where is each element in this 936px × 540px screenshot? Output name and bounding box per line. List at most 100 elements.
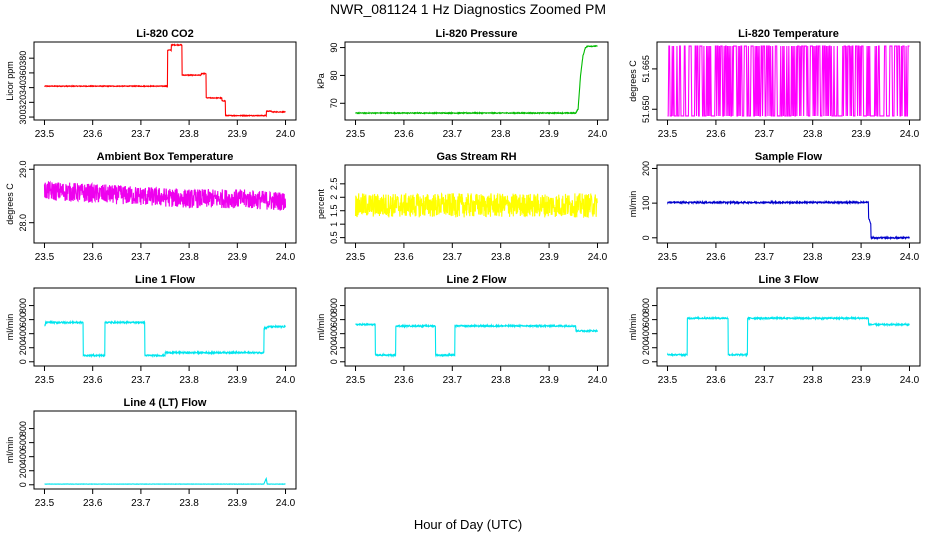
y-axis-title: ml/min [628, 314, 638, 341]
x-tick-label: 23.6 [83, 498, 103, 509]
panel-1: Li-820 CO2 23.5 23.6 23.7 23.8 23.9 24.0 300320… [5, 28, 297, 140]
x-tick-label: 23.5 [35, 498, 55, 509]
y-tick-label: 100 [641, 196, 651, 211]
plot-frame [656, 41, 921, 121]
x-tick-label: 23.8 [491, 129, 511, 140]
y-tick-label: 380 [18, 51, 28, 66]
y-tick-label: 29.0 [18, 161, 28, 179]
panel-title: Line 4 (LT) Flow [124, 397, 207, 409]
y-tick-label: 200 [641, 161, 651, 176]
panel-4: Ambient Box Temperature 23.5 23.6 23.7 23.8 2… [5, 151, 297, 263]
x-tick-label: 23.8 [179, 375, 199, 386]
y-tick-label: 300 [18, 110, 28, 125]
series-line [44, 43, 286, 118]
x-tick-label: 23.6 [83, 129, 103, 140]
y-tick-label: 0 [641, 359, 651, 364]
x-tick-label: 23.9 [851, 129, 871, 140]
plot-frame [344, 287, 609, 367]
x-tick-label: 23.9 [851, 375, 871, 386]
panel-title: Sample Flow [755, 151, 823, 163]
x-tick-label: 24.0 [900, 375, 920, 386]
panel-8: Line 2 Flow 23.5 23.6 23.7 23.8 23.9 24.0 0 2004… [316, 274, 609, 386]
x-tick-label: 23.6 [706, 129, 726, 140]
x-tick-label: 23.7 [755, 129, 775, 140]
y-tick-label: 600 [18, 435, 28, 450]
x-tick-label: 23.9 [228, 252, 248, 263]
panel-title: Ambient Box Temperature [97, 151, 234, 163]
x-tick-label: 23.8 [803, 129, 823, 140]
x-tick-label: 23.5 [346, 252, 366, 263]
y-tick-label: 400 [18, 326, 28, 341]
y-tick-label: 1 [329, 222, 339, 227]
x-tick-label: 23.8 [179, 129, 199, 140]
y-tick-label: 0 [329, 359, 339, 364]
y-axis-title: ml/min [5, 314, 15, 341]
y-tick-label: 800 [329, 298, 339, 313]
y-tick-label: 90 [329, 43, 339, 53]
y-tick-label: 600 [18, 312, 28, 327]
x-tick-label: 23.9 [228, 375, 248, 386]
x-tick-label: 23.8 [179, 498, 199, 509]
x-tick-label: 23.7 [755, 375, 775, 386]
x-tick-label: 23.6 [394, 129, 414, 140]
x-tick-label: 23.7 [443, 129, 463, 140]
y-axis-title: kPa [316, 73, 326, 89]
x-tick-label: 23.9 [851, 252, 871, 263]
x-tick-label: 24.0 [588, 252, 608, 263]
y-tick-label: 400 [329, 326, 339, 341]
x-tick-label: 23.8 [491, 375, 511, 386]
series-line [667, 199, 910, 241]
x-tick-label: 24.0 [276, 375, 296, 386]
y-tick-label: 1.5 [329, 204, 339, 217]
plot-frame [33, 41, 297, 121]
panel-title: Line 3 Flow [759, 274, 819, 286]
panel-10: Line 4 (LT) Flow 23.5 23.6 23.7 23.8 23.9 24.0… [5, 397, 297, 509]
panel-6: Sample Flow 23.5 23.6 23.7 23.8 23.9 24.0 0 100 2… [628, 151, 921, 263]
x-axis-label: Hour of Day (UTC) [413, 517, 523, 532]
plot-frame [656, 287, 921, 367]
series-line [355, 44, 598, 116]
y-tick-label: 400 [18, 449, 28, 464]
x-tick-label: 24.0 [276, 129, 296, 140]
x-tick-label: 23.7 [443, 252, 463, 263]
y-axis-title: ml/min [5, 437, 15, 464]
x-tick-label: 23.8 [179, 252, 199, 263]
y-tick-label: 340 [18, 80, 28, 95]
panel-title: Li-820 Temperature [738, 28, 839, 40]
x-tick-label: 23.6 [706, 375, 726, 386]
y-tick-label: 800 [18, 298, 28, 313]
series-line [667, 45, 910, 117]
series-line [355, 322, 599, 358]
x-tick-label: 24.0 [276, 498, 296, 509]
plot-frame [33, 410, 297, 490]
series-line [666, 315, 910, 358]
x-tick-label: 24.0 [588, 129, 608, 140]
y-axis-title: ml/min [316, 314, 326, 341]
x-tick-label: 23.8 [803, 252, 823, 263]
panel-title: Li-820 Pressure [436, 28, 518, 40]
panel-title: Line 1 Flow [135, 274, 195, 286]
x-tick-label: 23.6 [394, 375, 414, 386]
x-tick-label: 24.0 [276, 252, 296, 263]
series-line [354, 192, 598, 219]
y-tick-label: 800 [18, 421, 28, 436]
panel-9: Line 3 Flow 23.5 23.6 23.7 23.8 23.9 24.0 0 2004… [628, 274, 921, 386]
y-axis-title: percent [316, 188, 326, 219]
y-axis-title: Licor ppm [5, 61, 15, 101]
x-tick-label: 23.9 [539, 252, 559, 263]
x-tick-label: 23.9 [228, 498, 248, 509]
series-line [43, 180, 287, 211]
x-tick-label: 23.9 [539, 375, 559, 386]
x-tick-label: 23.6 [394, 252, 414, 263]
x-tick-label: 23.7 [131, 129, 151, 140]
y-tick-label: 51.665 [641, 55, 651, 83]
y-tick-label: 80 [329, 70, 339, 80]
x-tick-label: 24.0 [588, 375, 608, 386]
x-tick-label: 23.8 [491, 252, 511, 263]
y-tick-label: 400 [641, 326, 651, 341]
x-tick-label: 23.7 [755, 252, 775, 263]
x-tick-label: 23.5 [35, 252, 55, 263]
y-tick-label: 0 [18, 359, 28, 364]
y-tick-label: 0 [18, 482, 28, 487]
